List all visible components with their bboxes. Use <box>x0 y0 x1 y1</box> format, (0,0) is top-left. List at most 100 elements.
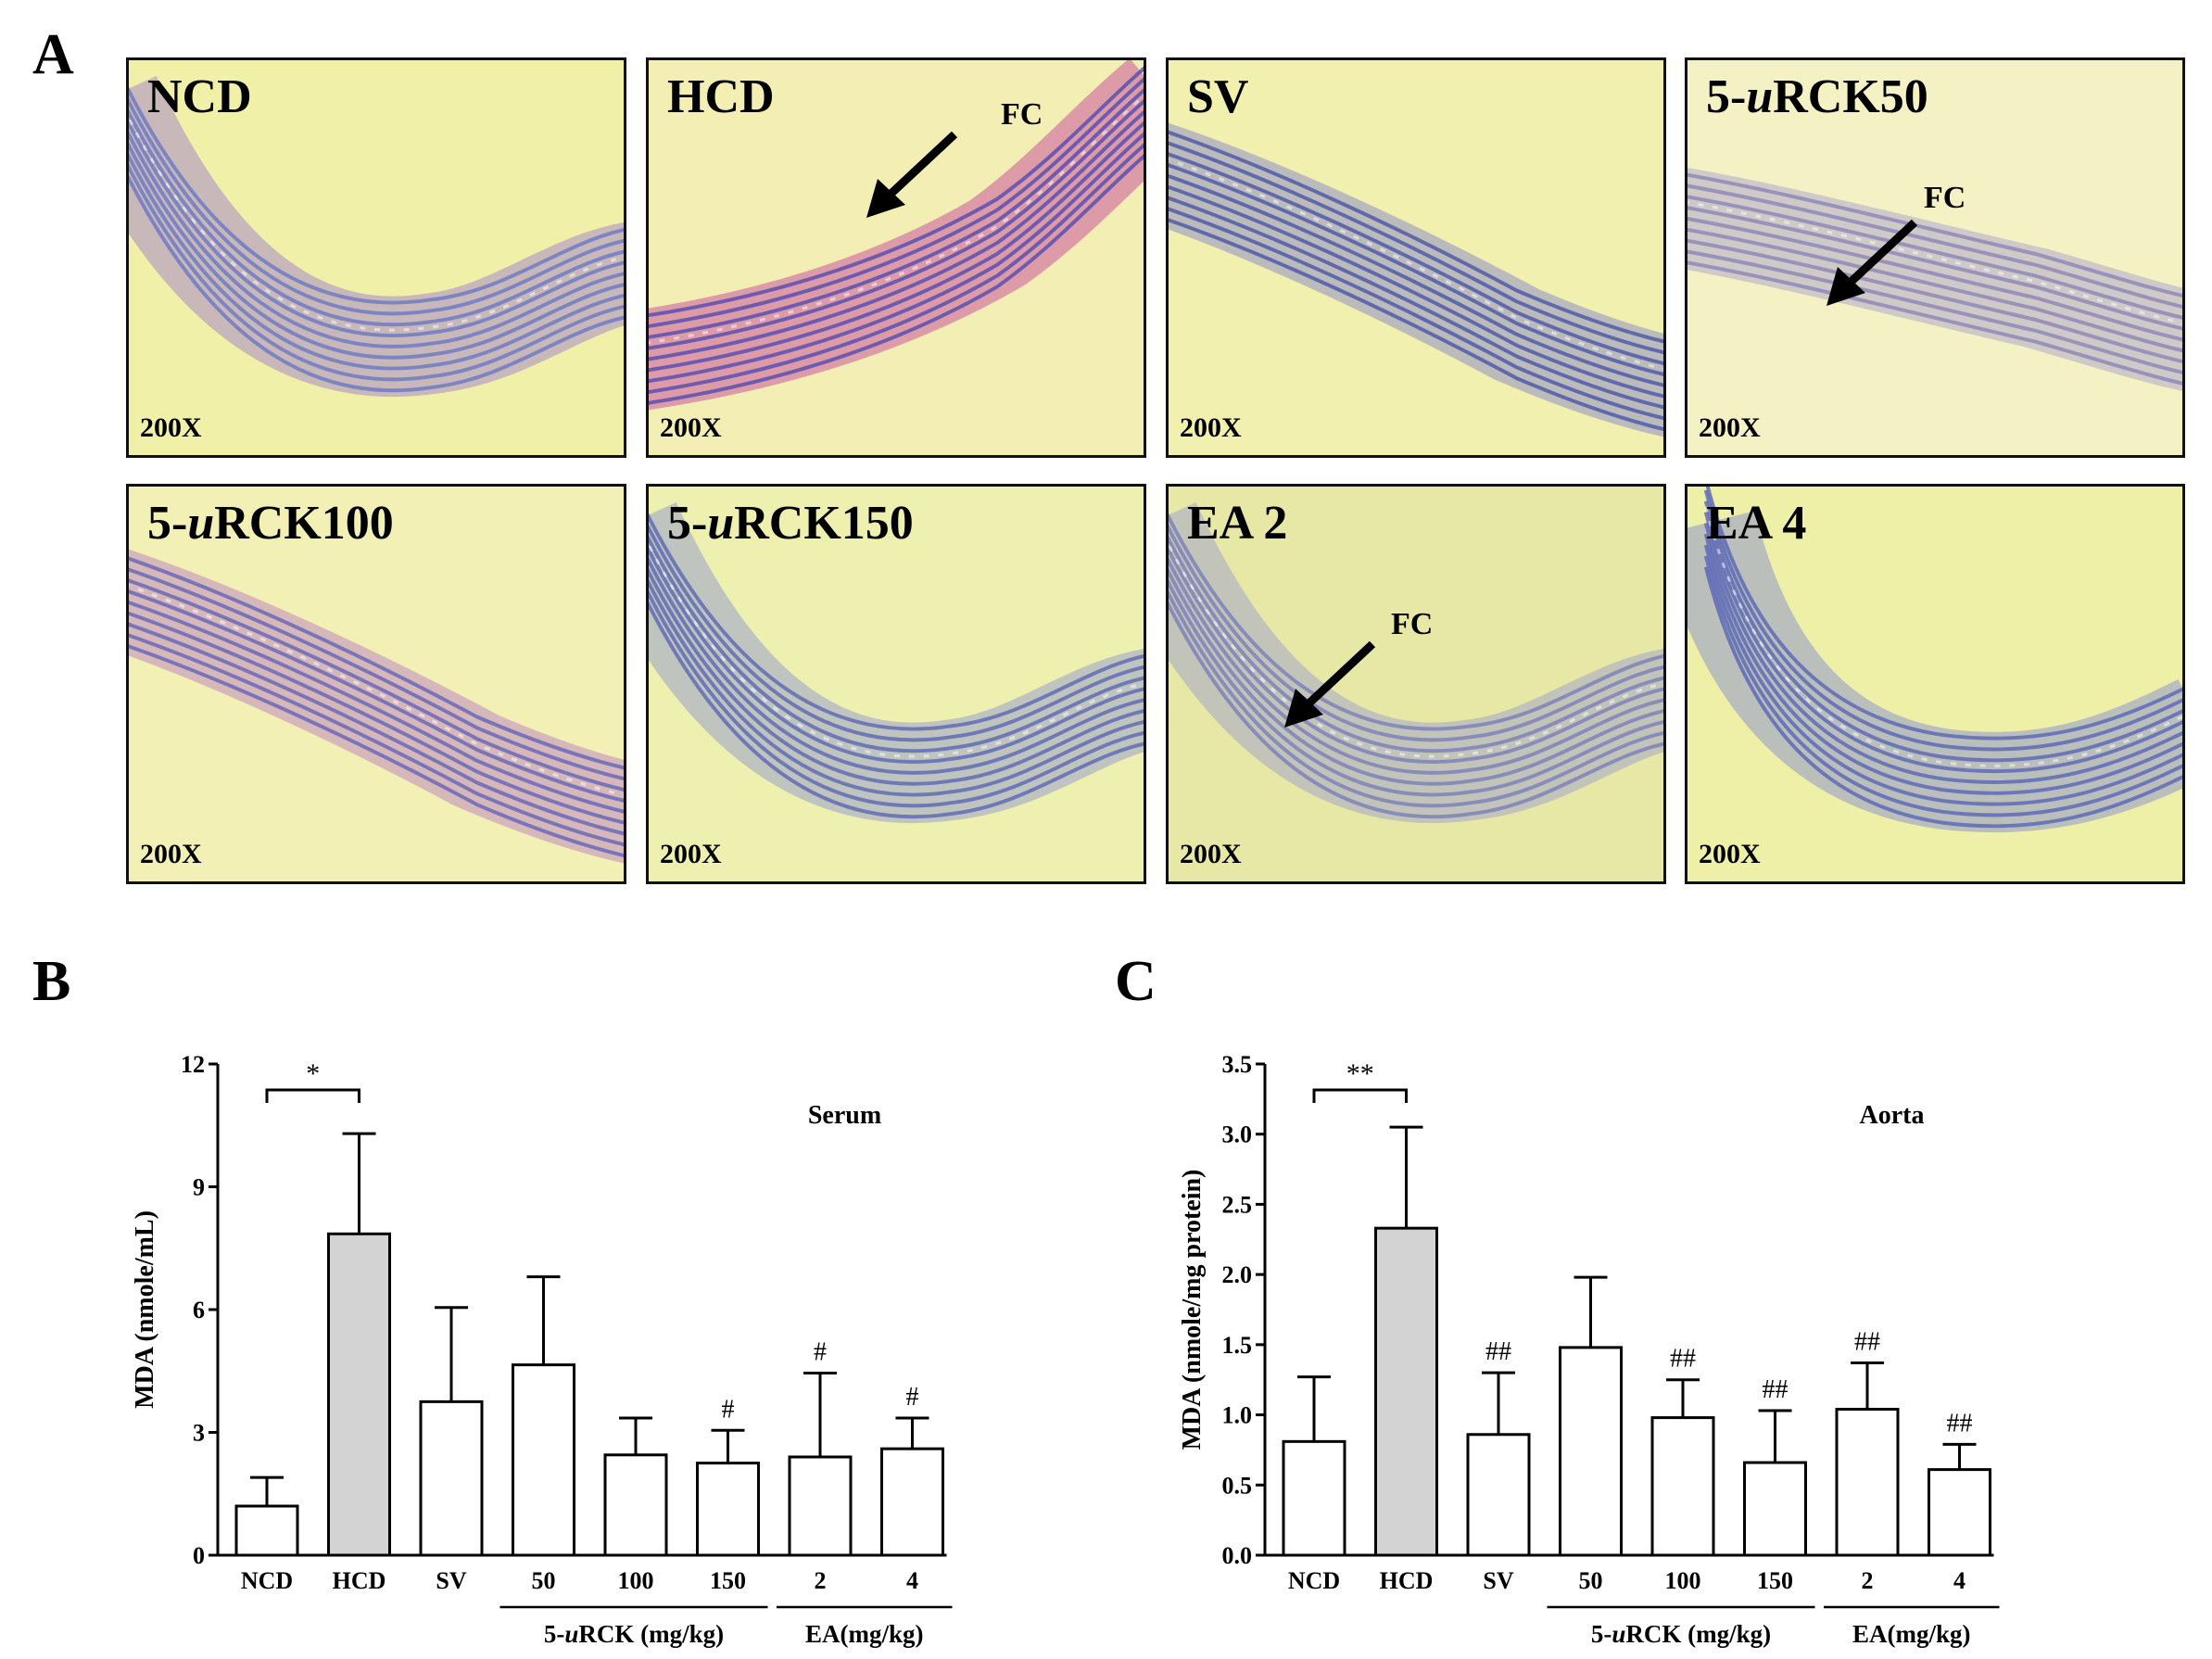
group-label: 5-uRCK (mg/kg) <box>1591 1620 1771 1648</box>
micrograph-panel: HCD 200X FC <box>646 57 1146 458</box>
micrograph-label: EA 2 <box>1187 497 1288 550</box>
y-tick-label: 1.5 <box>1222 1332 1253 1359</box>
bar <box>880 1447 944 1557</box>
bar <box>1559 1346 1623 1557</box>
magnification-label: 200X <box>1180 839 1242 869</box>
comparison-bracket <box>1312 1088 1408 1103</box>
micrograph-panel: 5-uRCK50 200X FC <box>1685 57 2185 458</box>
bracket-significance: * <box>306 1058 320 1089</box>
x-tick-label: HCD <box>1380 1567 1434 1594</box>
bar <box>1743 1461 1807 1557</box>
tissue-section-image <box>1169 122 1663 437</box>
magnification-label: 200X <box>660 839 722 869</box>
magnification-label: 200X <box>140 412 202 443</box>
x-tick-label: SV <box>1483 1567 1513 1594</box>
x-tick-label: 4 <box>906 1567 918 1594</box>
significance-marker: ## <box>1485 1337 1511 1366</box>
serum-mda-chart: 0 3 6 9 12 MDA (nmole/mL) NCD HCD SV 50 100 #150 #2 #… <box>131 1051 953 1648</box>
x-tick-label: 50 <box>1579 1567 1603 1594</box>
bar <box>696 1462 760 1557</box>
group-label: EA(mg/kg) <box>805 1620 924 1648</box>
micrograph-label: SV <box>1187 70 1249 123</box>
group-label: 5-uRCK (mg/kg) <box>544 1620 724 1648</box>
group-label: EA(mg/kg) <box>1852 1620 1971 1648</box>
significance-marker: # <box>906 1383 919 1412</box>
tissue-section-image <box>649 501 1144 824</box>
micrograph-label: 5-uRCK100 <box>147 497 394 550</box>
significance-marker: ## <box>1854 1328 1880 1357</box>
y-axis-label: MDA (nmole/mg protein) <box>1178 1170 1207 1450</box>
pointer-arrow-icon <box>866 131 958 218</box>
bar <box>419 1399 484 1557</box>
y-axis-label: MDA (nmole/mL) <box>131 1210 159 1409</box>
bar <box>603 1453 668 1557</box>
y-tick-label: 0.5 <box>1222 1472 1253 1499</box>
tissue-section-image <box>1687 168 2182 391</box>
x-tick-label: 4 <box>1953 1567 1966 1594</box>
micrograph-label: HCD <box>667 70 775 123</box>
y-tick-label: 3.5 <box>1222 1051 1253 1078</box>
magnification-label: 200X <box>1699 412 1761 443</box>
x-tick-label: 100 <box>618 1567 654 1594</box>
magnification-label: 200X <box>660 412 722 443</box>
tissue-section-image <box>1169 501 1663 824</box>
foam-cell-annotation: FC <box>1001 97 1043 132</box>
micrograph-panel: NCD 200X <box>126 57 626 458</box>
panel-letter-a: A <box>32 23 74 86</box>
micrograph-label: 5-uRCK150 <box>667 497 914 550</box>
x-tick-label: SV <box>436 1567 466 1594</box>
aorta-mda-chart: 0.0 0.5 1.0 1.5 2.0 2.5 3.0 3.5 MDA (nmole/mg pr… <box>1178 1051 2000 1648</box>
x-tick-label: 150 <box>1757 1567 1793 1594</box>
bar <box>1282 1439 1346 1557</box>
bar <box>234 1504 299 1557</box>
bar <box>1928 1468 1991 1557</box>
significance-marker: # <box>814 1337 827 1366</box>
bar <box>512 1363 575 1557</box>
bracket-significance: ** <box>1346 1058 1374 1089</box>
y-tick-label: 6 <box>193 1297 205 1323</box>
tissue-section-image <box>649 60 1144 411</box>
y-tick-label: 0 <box>193 1542 205 1569</box>
micrograph-panel: EA 2 200X FC <box>1166 484 1666 884</box>
micrograph-panel: SV 200X <box>1166 57 1666 458</box>
bar <box>1466 1433 1531 1557</box>
y-tick-label: 12 <box>181 1051 205 1078</box>
x-tick-label: 150 <box>710 1567 746 1594</box>
y-tick-label: 2.0 <box>1222 1261 1253 1288</box>
significance-marker: ## <box>1947 1409 1973 1437</box>
tissue-section-image <box>129 549 624 864</box>
x-tick-label: 100 <box>1665 1567 1701 1594</box>
bar <box>1374 1226 1438 1557</box>
y-tick-label: 2.5 <box>1222 1191 1253 1218</box>
y-tick-label: 3.0 <box>1222 1121 1253 1148</box>
tissue-section-image <box>129 75 624 398</box>
bar <box>1650 1416 1715 1557</box>
micrograph-panel: 5-uRCK150 200X <box>646 484 1146 884</box>
x-tick-label: NCD <box>241 1567 293 1594</box>
x-tick-label: HCD <box>333 1567 386 1594</box>
micrograph-panel: EA 4 200X <box>1685 484 2185 884</box>
magnification-label: 200X <box>1180 412 1242 443</box>
x-tick-label: NCD <box>1288 1567 1340 1594</box>
panel-letter-c: C <box>1115 950 1157 1013</box>
chart-title: Serum <box>808 1101 881 1130</box>
magnification-label: 200X <box>1699 839 1761 869</box>
bar <box>1835 1408 1900 1557</box>
micrograph-panel: 5-uRCK100 200X <box>126 484 626 884</box>
pointer-arrow-icon <box>1284 640 1376 728</box>
significance-marker: ## <box>1670 1345 1696 1374</box>
x-tick-label: 50 <box>532 1567 556 1594</box>
bar <box>327 1232 391 1557</box>
micrograph-label: NCD <box>147 70 252 123</box>
y-tick-label: 1.0 <box>1222 1402 1253 1429</box>
comparison-bracket <box>265 1088 360 1103</box>
x-tick-label: 2 <box>1862 1567 1874 1594</box>
pointer-arrow-icon <box>1826 219 1918 306</box>
foam-cell-annotation: FC <box>1391 607 1434 641</box>
micrograph-label: EA 4 <box>1706 497 1807 550</box>
bar <box>788 1455 853 1557</box>
significance-marker: ## <box>1763 1375 1789 1404</box>
foam-cell-annotation: FC <box>1924 181 1966 215</box>
y-tick-label: 0.0 <box>1222 1542 1253 1569</box>
y-tick-label: 9 <box>193 1174 205 1201</box>
